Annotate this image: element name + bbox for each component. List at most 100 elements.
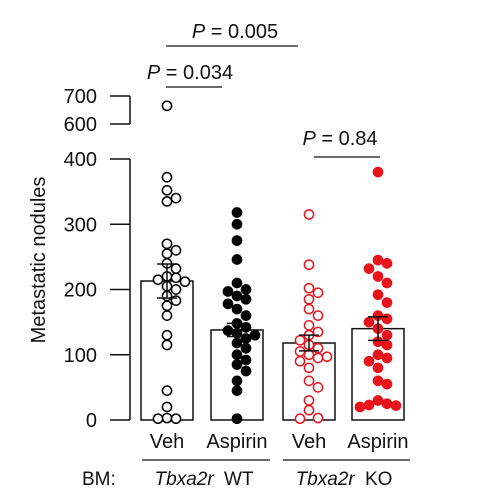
data-point bbox=[152, 274, 164, 286]
y-tick-label: 700 bbox=[64, 86, 97, 108]
p-value-label: P = 0.84 bbox=[302, 128, 377, 150]
data-point bbox=[303, 320, 315, 331]
data-point bbox=[381, 329, 393, 341]
data-point bbox=[231, 277, 243, 289]
data-point bbox=[161, 339, 173, 351]
data-point bbox=[312, 352, 324, 364]
data-point bbox=[312, 326, 324, 338]
data-point bbox=[161, 412, 173, 424]
data-point bbox=[231, 349, 243, 361]
x-axis-labels: Veh Aspirin Veh Aspirin bbox=[150, 431, 409, 453]
data-point bbox=[231, 337, 243, 349]
data-point bbox=[381, 378, 393, 390]
data-point bbox=[161, 184, 173, 196]
data-point bbox=[372, 166, 384, 178]
data-point bbox=[303, 209, 315, 220]
group-label-ko: Tbxa2r KO bbox=[296, 469, 393, 490]
p-value-label: P = 0.034 bbox=[147, 62, 233, 84]
data-point bbox=[240, 342, 252, 354]
data-point bbox=[363, 355, 375, 367]
data-point bbox=[222, 325, 234, 336]
data-point bbox=[363, 263, 375, 274]
x-tick-label: Veh bbox=[292, 431, 326, 453]
data-point bbox=[170, 192, 182, 204]
y-axis-title: Metastatic nodules bbox=[28, 177, 50, 344]
data-point bbox=[294, 355, 306, 367]
data-point bbox=[161, 300, 173, 312]
data-point bbox=[161, 196, 173, 207]
data-point bbox=[240, 284, 252, 295]
data-point bbox=[354, 401, 366, 413]
y-tick-label: 400 bbox=[64, 149, 97, 171]
data-point bbox=[231, 375, 243, 387]
data-point bbox=[222, 298, 234, 310]
data-point bbox=[161, 171, 173, 183]
data-point bbox=[321, 351, 333, 363]
data-point bbox=[381, 277, 393, 289]
data-point bbox=[294, 335, 306, 346]
data-point bbox=[161, 385, 173, 396]
y-tick-label: 300 bbox=[64, 214, 97, 236]
data-point bbox=[303, 375, 315, 387]
data-point bbox=[303, 282, 315, 294]
data-point bbox=[161, 310, 173, 321]
data-point bbox=[240, 333, 252, 344]
data-point bbox=[312, 412, 324, 424]
data-point bbox=[303, 362, 315, 374]
y-tick-label: 100 bbox=[64, 345, 97, 367]
group-label-wt: Tbxa2r WT bbox=[155, 469, 254, 490]
data-point bbox=[381, 258, 393, 269]
data-point bbox=[170, 413, 182, 425]
data-point bbox=[231, 303, 243, 315]
data-point bbox=[222, 286, 234, 297]
data-point bbox=[152, 413, 164, 425]
x-tick-label: Veh bbox=[150, 431, 184, 453]
data-point bbox=[381, 297, 393, 308]
data-point bbox=[161, 100, 173, 112]
data-point bbox=[303, 404, 315, 416]
data-point bbox=[372, 271, 384, 282]
data-point bbox=[161, 238, 173, 250]
p-symbol: P bbox=[302, 128, 316, 150]
data-point bbox=[231, 218, 243, 230]
y-tick-label: 200 bbox=[64, 280, 97, 302]
error-bars bbox=[157, 263, 388, 352]
data-point bbox=[381, 313, 393, 325]
p-value: = 0.034 bbox=[160, 62, 233, 84]
y-tick-label: 600 bbox=[64, 114, 97, 136]
data-point bbox=[381, 398, 393, 410]
data-point bbox=[363, 399, 375, 411]
data-point bbox=[303, 259, 315, 271]
group-label-wt-gene: Tbxa2r bbox=[155, 469, 215, 490]
data-point bbox=[231, 235, 243, 246]
group-label-wt-suffix: WT bbox=[224, 469, 254, 490]
x-tick-label: Aspirin bbox=[347, 431, 408, 453]
data-point bbox=[372, 254, 384, 266]
data-point bbox=[381, 339, 393, 351]
data-point bbox=[240, 354, 252, 366]
data-point bbox=[312, 382, 324, 393]
data-point bbox=[372, 289, 384, 301]
data-point bbox=[240, 310, 252, 321]
p-value: = 0.84 bbox=[316, 128, 378, 150]
p-symbol: P bbox=[147, 62, 161, 84]
data-point bbox=[161, 248, 173, 259]
x-tick-label: Aspirin bbox=[206, 431, 267, 453]
data-point bbox=[231, 207, 243, 218]
data-point bbox=[231, 254, 243, 265]
data-point bbox=[294, 413, 306, 425]
y-tick-label: 0 bbox=[86, 410, 97, 432]
data-point bbox=[170, 272, 182, 284]
data-point bbox=[170, 263, 182, 274]
data-point bbox=[231, 385, 243, 396]
data-point bbox=[161, 401, 173, 413]
p-value-label: P = 0.005 bbox=[192, 21, 278, 43]
data-point bbox=[312, 310, 324, 321]
data-point bbox=[381, 352, 393, 364]
data-points bbox=[152, 100, 402, 425]
data-point bbox=[372, 375, 384, 387]
data-point bbox=[231, 413, 243, 425]
data-point bbox=[161, 329, 173, 341]
data-point bbox=[312, 287, 324, 299]
